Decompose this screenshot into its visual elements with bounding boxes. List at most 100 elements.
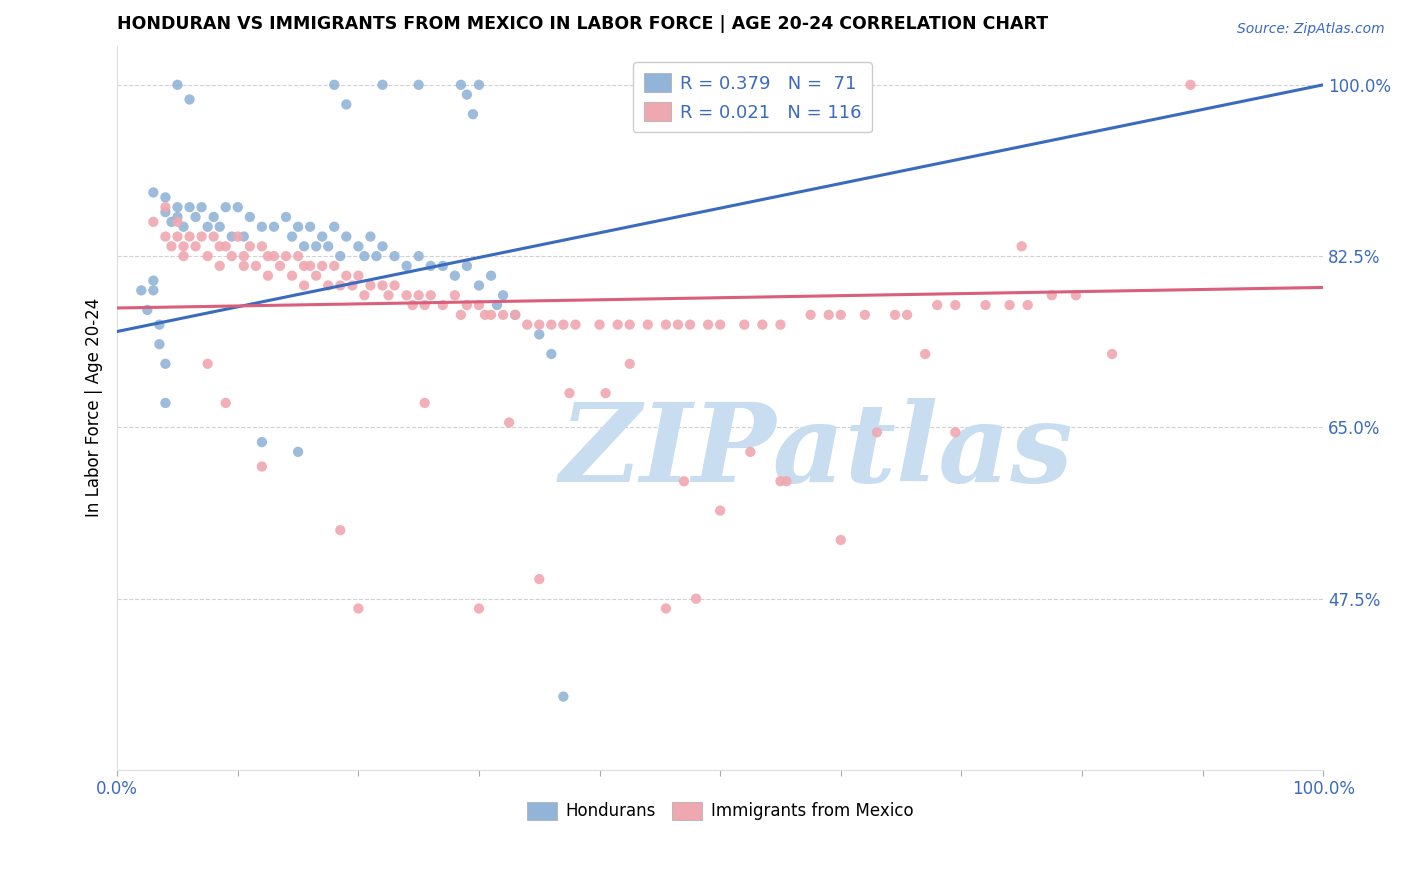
Point xyxy=(866,425,889,440)
Point xyxy=(529,327,551,342)
Point xyxy=(432,259,454,273)
Point xyxy=(148,318,170,332)
Point xyxy=(197,357,219,371)
Point xyxy=(751,318,773,332)
Point xyxy=(733,318,755,332)
Point xyxy=(408,249,430,263)
Point xyxy=(679,318,702,332)
Point xyxy=(553,318,575,332)
Point xyxy=(413,396,436,410)
Point xyxy=(347,239,370,253)
Point xyxy=(292,259,315,273)
Point xyxy=(323,219,346,234)
Point xyxy=(173,249,195,263)
Point xyxy=(479,308,502,322)
Point xyxy=(173,239,195,253)
Point xyxy=(263,249,285,263)
Point xyxy=(311,229,333,244)
Point xyxy=(769,318,792,332)
Point xyxy=(287,249,309,263)
Point xyxy=(408,78,430,92)
Point xyxy=(329,249,352,263)
Point xyxy=(250,219,273,234)
Point xyxy=(305,239,328,253)
Point xyxy=(292,239,315,253)
Point xyxy=(1011,239,1033,253)
Point xyxy=(672,475,695,489)
Point xyxy=(215,239,238,253)
Point xyxy=(142,284,165,298)
Point xyxy=(384,278,406,293)
Point xyxy=(419,259,441,273)
Point xyxy=(619,318,641,332)
Point xyxy=(155,190,177,204)
Point xyxy=(239,210,262,224)
Point xyxy=(450,308,472,322)
Point xyxy=(408,288,430,302)
Point xyxy=(896,308,918,322)
Point xyxy=(335,268,357,283)
Point xyxy=(419,288,441,302)
Point xyxy=(371,78,394,92)
Point xyxy=(468,278,491,293)
Point xyxy=(384,249,406,263)
Point xyxy=(775,475,797,489)
Point xyxy=(202,229,225,244)
Point xyxy=(529,318,551,332)
Point xyxy=(323,78,346,92)
Point xyxy=(347,601,370,615)
Point xyxy=(155,396,177,410)
Point xyxy=(655,601,678,615)
Point xyxy=(769,475,792,489)
Point xyxy=(817,308,839,322)
Point xyxy=(474,308,496,322)
Point xyxy=(197,219,219,234)
Text: HONDURAN VS IMMIGRANTS FROM MEXICO IN LABOR FORCE | AGE 20-24 CORRELATION CHART: HONDURAN VS IMMIGRANTS FROM MEXICO IN LA… xyxy=(117,15,1049,33)
Point xyxy=(281,229,304,244)
Point xyxy=(486,298,509,312)
Point xyxy=(179,200,201,214)
Point xyxy=(232,249,254,263)
Point xyxy=(166,78,188,92)
Point xyxy=(353,249,375,263)
Point xyxy=(232,229,254,244)
Point xyxy=(202,210,225,224)
Point xyxy=(208,239,231,253)
Y-axis label: In Labor Force | Age 20-24: In Labor Force | Age 20-24 xyxy=(86,298,103,517)
Point xyxy=(492,308,515,322)
Point xyxy=(190,229,212,244)
Point xyxy=(323,259,346,273)
Point xyxy=(257,249,280,263)
Point xyxy=(208,219,231,234)
Point xyxy=(221,229,243,244)
Point xyxy=(853,308,876,322)
Point xyxy=(250,435,273,450)
Point xyxy=(142,274,165,288)
Point xyxy=(479,268,502,283)
Point xyxy=(709,503,731,517)
Point xyxy=(142,186,165,200)
Text: ZIPatlas: ZIPatlas xyxy=(560,398,1074,505)
Point xyxy=(287,445,309,459)
Point xyxy=(184,210,207,224)
Point xyxy=(503,308,526,322)
Point xyxy=(142,215,165,229)
Point xyxy=(226,229,249,244)
Point xyxy=(529,572,551,586)
Point xyxy=(226,200,249,214)
Point xyxy=(250,459,273,474)
Point xyxy=(830,308,852,322)
Point xyxy=(564,318,586,332)
Point xyxy=(274,249,297,263)
Point xyxy=(666,318,689,332)
Point xyxy=(588,318,610,332)
Point xyxy=(292,278,315,293)
Point xyxy=(974,298,997,312)
Point xyxy=(274,210,297,224)
Point xyxy=(245,259,267,273)
Point xyxy=(444,288,467,302)
Point xyxy=(155,200,177,214)
Point xyxy=(468,601,491,615)
Point xyxy=(377,288,399,302)
Point xyxy=(800,308,823,322)
